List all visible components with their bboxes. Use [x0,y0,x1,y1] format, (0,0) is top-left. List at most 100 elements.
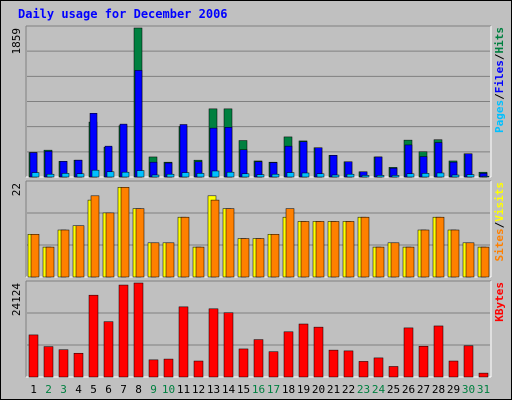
bar-pages-22 [346,173,355,178]
bar-kbytes-27 [418,345,429,378]
bar-pages-5 [91,169,100,178]
bar-pages-6 [106,171,115,178]
x-tick-label: 2 [45,383,52,396]
bar-files-8 [134,70,143,178]
bar-kbytes-15 [238,348,249,378]
bar-sites-2 [45,246,55,278]
bar-pages-4 [76,173,85,178]
bar-sites-19 [300,221,310,278]
bar-kbytes-16 [253,339,264,378]
bar-pages-1 [31,172,40,178]
bar-pages-23 [361,175,370,178]
bar-pages-24 [376,175,385,178]
legend-visits-sites: Sites/Visits [493,182,506,262]
bar-files-14 [224,127,233,178]
bar-files-15 [239,149,248,178]
legend-hits-files-pages: Pages/Files/Hits [493,27,506,133]
bar-kbytes-7 [118,284,129,378]
bar-kbytes-26 [403,327,414,378]
x-tick-label: 28 [432,383,445,396]
bar-pages-29 [451,174,460,178]
bar-pages-13 [211,170,220,178]
bar-sites-4 [75,225,85,278]
bar-sites-28 [435,216,445,278]
ymax-label-kbytes: 24124 [10,283,23,316]
x-tick-label: 5 [90,383,97,396]
bar-kbytes-17 [268,351,279,378]
bar-sites-12 [195,246,205,278]
legend-entry: Visits [493,182,506,222]
x-tick-label: 22 [342,383,355,396]
bar-sites-26 [405,246,415,278]
bar-files-20 [314,147,323,178]
bar-files-11 [179,124,188,178]
x-tick-label: 18 [282,383,295,396]
bar-kbytes-22 [343,350,354,378]
bar-pages-9 [151,174,160,178]
bar-sites-30 [465,242,475,278]
bar-kbytes-20 [313,326,324,378]
bar-pages-7 [121,171,130,178]
x-tick-label: 9 [150,383,157,396]
bar-pages-15 [241,173,250,178]
bar-pages-18 [286,172,295,178]
x-tick-label: 25 [387,383,400,396]
bar-kbytes-25 [388,366,399,378]
x-tick-label: 17 [267,383,280,396]
x-tick-label: 1 [30,383,37,396]
bar-sites-23 [360,216,370,278]
bar-sites-22 [345,221,355,278]
bar-sites-21 [330,221,340,278]
bar-pages-14 [226,171,235,178]
bar-sites-29 [450,229,460,278]
x-tick-label: 4 [75,383,82,396]
x-tick-label: 6 [105,383,112,396]
x-tick-label: 31 [477,383,490,396]
bar-pages-21 [331,174,340,178]
bar-pages-31 [481,175,490,178]
x-tick-label: 3 [60,383,67,396]
bar-pages-11 [181,172,190,178]
x-tick-label: 27 [417,383,430,396]
x-tick-label: 26 [402,383,415,396]
legend-kbytes: KBytes [493,282,506,322]
x-tick-label: 30 [462,383,475,396]
x-tick-label: 7 [120,383,127,396]
bar-kbytes-2 [43,346,54,378]
bar-sites-5 [90,195,100,278]
bar-sites-6 [105,212,115,278]
bar-kbytes-1 [28,334,39,378]
x-tick-label: 11 [177,383,190,396]
bar-sites-27 [420,229,430,278]
bar-sites-11 [180,216,190,278]
bar-kbytes-18 [283,331,294,378]
x-tick-label: 19 [297,383,310,396]
bar-pages-12 [196,173,205,178]
bar-kbytes-6 [103,321,114,378]
legend-entry: / [493,221,506,228]
bar-pages-19 [301,172,310,178]
bar-pages-10 [166,173,175,178]
bar-kbytes-29 [448,360,459,378]
x-tick-label: 29 [447,383,460,396]
bar-kbytes-23 [358,361,369,378]
bar-pages-28 [436,172,445,178]
bar-kbytes-28 [433,325,444,378]
bar-files-13 [209,127,218,178]
bar-kbytes-11 [178,306,189,378]
bar-files-28 [434,142,443,178]
bar-files-21 [329,155,338,178]
x-tick-label: 20 [312,383,325,396]
bar-kbytes-30 [463,345,474,378]
bar-kbytes-3 [58,349,69,378]
bar-kbytes-9 [148,359,159,378]
x-tick-label: 12 [192,383,205,396]
bar-sites-31 [480,246,490,278]
bar-sites-1 [30,234,40,278]
bar-files-19 [299,141,308,178]
bar-pages-20 [316,173,325,178]
bar-kbytes-5 [88,294,99,378]
x-tick-label: 16 [252,383,265,396]
bar-pages-30 [466,174,475,178]
legend-entry: KBytes [493,282,506,322]
